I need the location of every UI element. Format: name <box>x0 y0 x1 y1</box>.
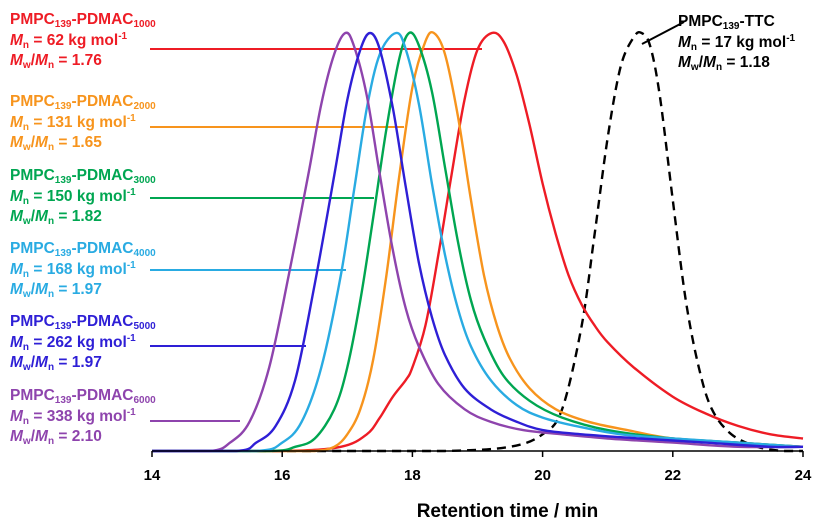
mn-line: Mn = 168 kg mol-1 <box>10 259 136 280</box>
curve-pdmac3000 <box>151 31 804 453</box>
series-name-line: PMPC139-PDMAC3000 <box>10 167 156 186</box>
chromatogram-curves <box>151 30 804 453</box>
series-label-6: PMPC139-PDMAC6000 Mn = 338 kg mol-1 Mw/Mn … <box>10 386 156 448</box>
ttc-dispersity-line: Mw/Mn = 1.18 <box>678 54 770 73</box>
series-label-2: PMPC139-PDMAC2000 Mn = 131 kg mol-1 Mw/Mn … <box>10 92 156 154</box>
series-label-3: PMPC139-PDMAC3000 Mn = 150 kg mol-1 Mw/Mn … <box>10 166 156 228</box>
dispersity-line: Mw/Mn = 2.10 <box>10 428 102 447</box>
series-label-4: PMPC139-PDMAC4000 Mn = 168 kg mol-1 Mw/Mn … <box>10 239 156 301</box>
curve-pdmac4000 <box>151 31 804 453</box>
series-name-line: PMPC139-PDMAC4000 <box>10 240 156 259</box>
dispersity-line: Mw/Mn = 1.82 <box>10 208 102 227</box>
x-axis-title: Retention time / min <box>417 501 599 521</box>
dispersity-line: Mw/Mn = 1.97 <box>10 354 102 373</box>
x-axis-ticks: 14 16 18 20 22 24 <box>144 451 812 484</box>
series-name-line: PMPC139-PDMAC2000 <box>10 93 156 112</box>
curve-pdmac1000 <box>151 31 804 453</box>
series-name-line: PMPC139-PDMAC1000 <box>10 11 156 30</box>
x-tick-label: 14 <box>144 467 161 484</box>
x-tick-label: 24 <box>795 467 812 484</box>
ttc-mn-line: Mn = 17 kg mol-1 <box>678 32 796 53</box>
series-label-1: PMPC139-PDMAC1000 Mn = 62 kg mol-1 Mw/Mn =… <box>10 10 156 72</box>
x-tick-label: 22 <box>664 467 681 484</box>
mn-line: Mn = 262 kg mol-1 <box>10 332 136 353</box>
x-tick-label: 16 <box>274 467 291 484</box>
dispersity-line: Mw/Mn = 1.65 <box>10 134 102 153</box>
mn-line: Mn = 62 kg mol-1 <box>10 30 128 51</box>
curve-ttc <box>151 31 803 453</box>
mn-line: Mn = 150 kg mol-1 <box>10 186 136 207</box>
mn-line: Mn = 338 kg mol-1 <box>10 406 136 427</box>
mn-line: Mn = 131 kg mol-1 <box>10 112 136 133</box>
series-label-5: PMPC139-PDMAC5000 Mn = 262 kg mol-1 Mw/Mn … <box>10 312 156 374</box>
leader-lines <box>150 21 685 422</box>
dispersity-line: Mw/Mn = 1.76 <box>10 52 102 71</box>
curve-pdmac6000 <box>151 31 804 453</box>
series-name-line: PMPC139-PDMAC6000 <box>10 387 156 406</box>
x-tick-label: 18 <box>404 467 421 484</box>
dispersity-line: Mw/Mn = 1.97 <box>10 281 102 300</box>
ttc-name-line: PMPC139-TTC <box>678 13 775 32</box>
curve-pdmac5000 <box>151 31 804 453</box>
x-tick-label: 20 <box>534 467 551 484</box>
curve-pdmac2000 <box>151 30 804 453</box>
ttc-label: PMPC139-TTC Mn = 17 kg mol-1 Mw/Mn = 1.1… <box>678 12 795 74</box>
series-name-line: PMPC139-PDMAC5000 <box>10 313 156 332</box>
